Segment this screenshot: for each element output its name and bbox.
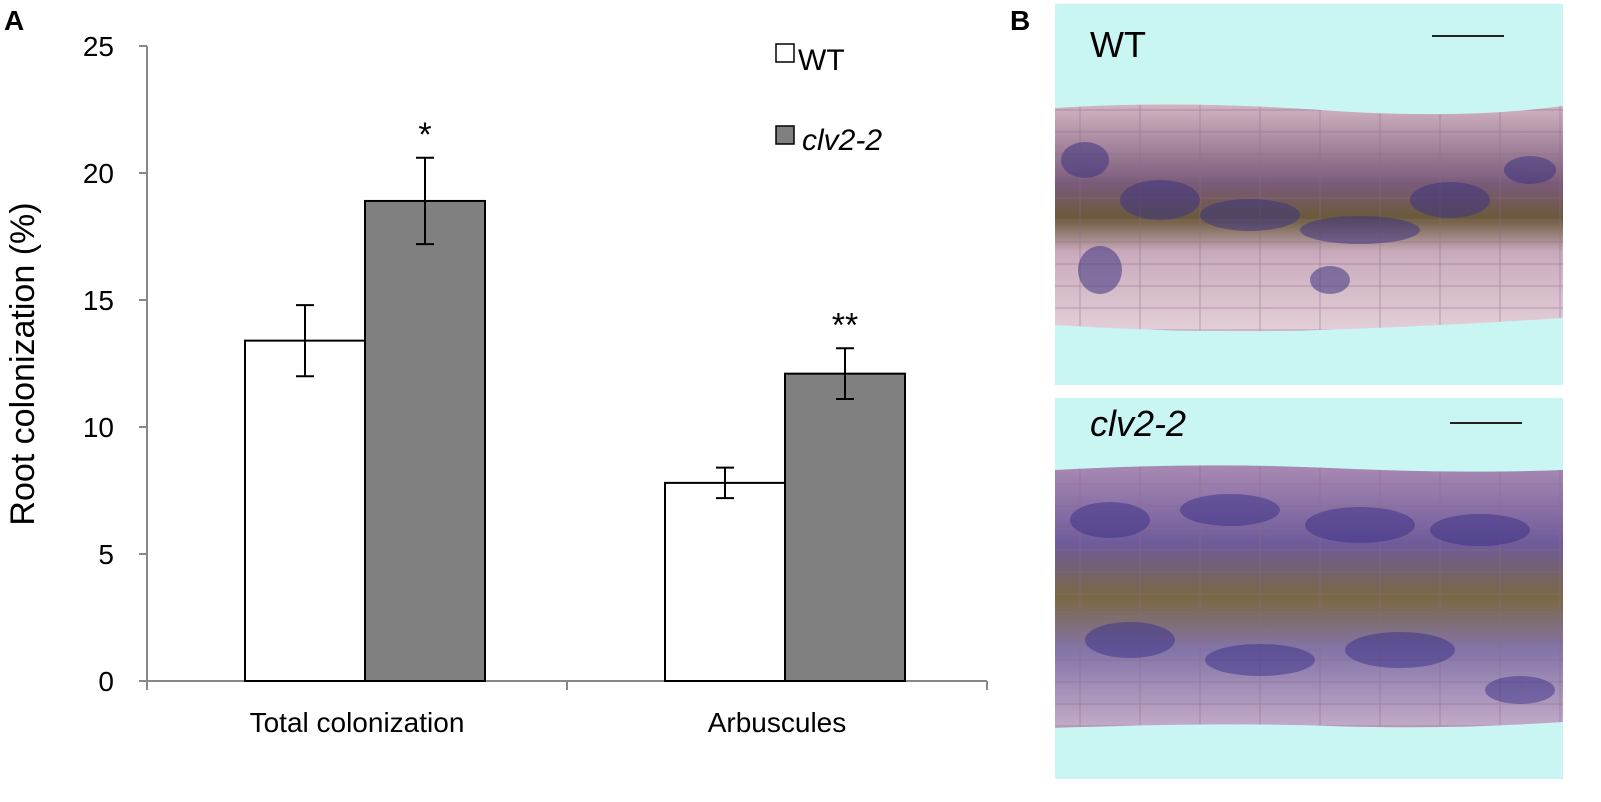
y-tick-label: 15	[83, 285, 114, 316]
category-label: Arbuscules	[708, 707, 847, 738]
bar-clv2-2	[784, 372, 906, 682]
bar-wt	[244, 339, 366, 682]
category-labels: Total colonization Arbuscules	[250, 707, 847, 738]
category-label: Total colonization	[250, 707, 465, 738]
legend-swatch-wt	[775, 43, 795, 63]
significance-mark: *	[418, 116, 431, 154]
legend-label-clv2: clv2-2	[802, 124, 882, 157]
y-ticks: 0 5 10 15 20 25	[83, 31, 147, 697]
micrograph-label-clv2-2: clv2-2	[1090, 403, 1186, 444]
bars	[244, 199, 906, 682]
root-cells	[1055, 104, 1563, 332]
x-axis	[146, 680, 988, 690]
y-tick-label: 20	[83, 158, 114, 189]
fungal-stain-spots	[1070, 494, 1555, 704]
fungal-stain-spots	[1061, 142, 1556, 294]
significance-mark: **	[832, 306, 858, 344]
micrograph-wt: WT	[1055, 4, 1563, 385]
bar-wt	[664, 481, 786, 682]
y-tick-label: 0	[98, 666, 114, 697]
legend: WT clv2-2	[775, 43, 882, 157]
legend-label-wt: WT	[798, 44, 845, 77]
panel-b-label: B	[1010, 5, 1030, 36]
y-axis-title: Root colonization (%)	[4, 202, 42, 525]
micrograph-label-wt: WT	[1090, 24, 1146, 65]
panel-a-label: A	[4, 5, 24, 36]
micrograph-clv2-2: clv2-2	[1055, 398, 1563, 779]
y-tick-label: 5	[98, 539, 114, 570]
bar-clv2-2	[364, 199, 486, 682]
y-tick-label: 25	[83, 31, 114, 62]
error-bars	[296, 156, 854, 500]
y-tick-label: 10	[83, 412, 114, 443]
legend-swatch-clv2	[775, 125, 795, 145]
significance-marks: ***	[418, 116, 858, 345]
